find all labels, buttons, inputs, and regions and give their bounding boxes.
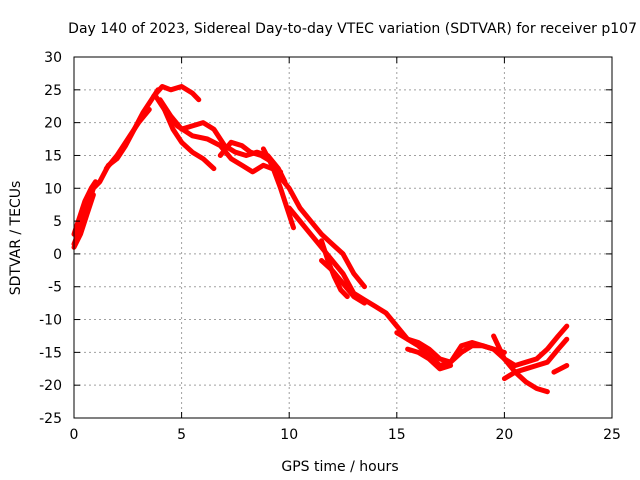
series-line	[161, 107, 284, 175]
x-tick-label: 0	[70, 427, 79, 443]
series-layer	[71, 84, 570, 395]
y-tick-label: 10	[44, 181, 62, 197]
y-tick-label: 5	[53, 214, 62, 230]
y-tick-label: -25	[39, 411, 62, 427]
x-tick-label: 5	[177, 427, 186, 443]
series-line	[405, 346, 454, 372]
series-line	[217, 139, 275, 165]
y-tick-label: -20	[39, 378, 62, 394]
y-tick-label: 20	[44, 116, 62, 132]
x-tick-label: 25	[603, 427, 621, 443]
y-tick-label: 25	[44, 83, 62, 99]
series-line	[319, 238, 350, 300]
series-line	[501, 336, 570, 382]
series-line	[275, 172, 367, 290]
series-line	[551, 363, 570, 375]
y-tick-label: 0	[53, 247, 62, 263]
y-tick-label: 30	[44, 50, 62, 66]
y-tick-label: 15	[44, 148, 62, 164]
series-line	[71, 179, 98, 237]
series-line	[319, 258, 367, 306]
axis-layer: 0 5 10 15 20 25 -25 -20 -15 -10 -5 0 5 10 15 20 25 30	[39, 50, 621, 443]
x-axis-label: GPS time / hours	[281, 459, 398, 475]
series-line	[71, 192, 96, 250]
y-tick-label: -10	[39, 313, 62, 329]
y-axis-label: SDTVAR / TECUs	[8, 181, 24, 296]
x-tick-label: 20	[495, 427, 513, 443]
plot-frame	[73, 56, 613, 419]
series-line	[103, 107, 152, 172]
series-line	[491, 323, 570, 368]
y-tick-label: -5	[48, 280, 62, 296]
grid-layer	[74, 57, 612, 418]
series-line	[151, 84, 202, 103]
x-tick-label: 15	[388, 427, 406, 443]
series-line	[394, 330, 550, 395]
x-tick-label: 10	[280, 427, 298, 443]
chart-title: Day 140 of 2023, Sidereal Day-to-day VTE…	[68, 21, 637, 37]
series-line	[260, 146, 296, 231]
y-tick-label: -15	[39, 345, 62, 361]
